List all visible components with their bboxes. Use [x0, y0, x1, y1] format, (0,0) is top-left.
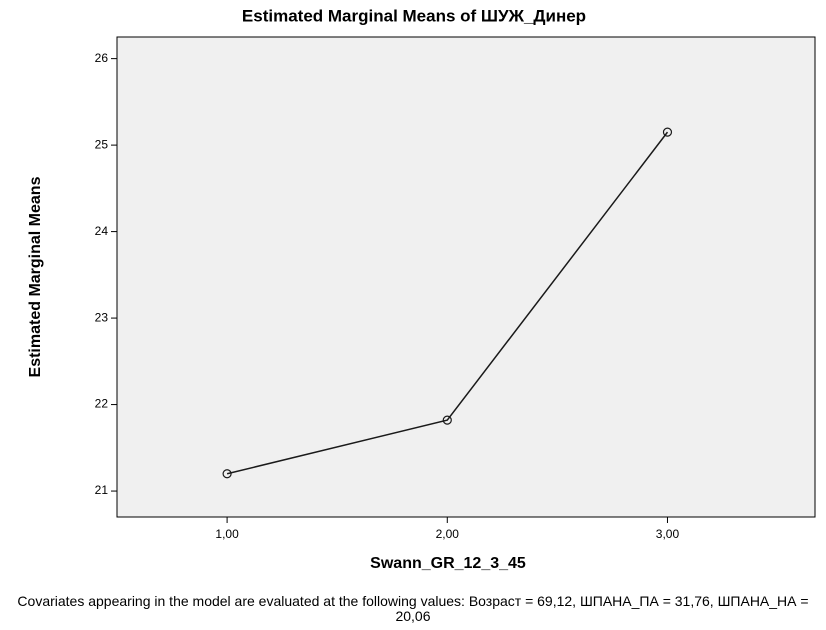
marker	[442, 415, 452, 425]
marker	[662, 127, 673, 137]
chart-title: Estimated Marginal Means of ШУЖ_Динер	[242, 6, 586, 25]
plot-area	[116, 36, 816, 518]
y-tick-label: 24	[95, 224, 109, 238]
marker	[222, 469, 232, 479]
y-axis-label: Estimated Marginal Means	[27, 176, 44, 377]
x-tick-label: 3,00	[656, 527, 680, 541]
footnote: Covariates appearing in the model are ev…	[17, 593, 809, 624]
y-tick-label: 21	[95, 483, 109, 497]
y-tick-label: 23	[95, 310, 109, 324]
chart: Estimated Marginal Means of ШУЖ_Динер Sw…	[27, 6, 816, 572]
x-tick-label: 2,00	[436, 527, 460, 541]
x-axis-label: Swann_GR_12_3_45	[370, 555, 526, 572]
y-tick-label: 26	[95, 51, 109, 65]
y-tick-label: 22	[95, 397, 109, 411]
y-tick-label: 25	[95, 137, 109, 151]
x-tick-label: 1,00	[215, 527, 239, 541]
line	[226, 131, 669, 475]
